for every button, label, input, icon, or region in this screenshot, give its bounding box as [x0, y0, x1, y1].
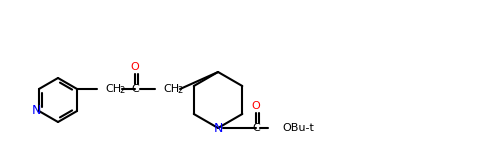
Text: N: N: [213, 121, 223, 134]
Text: CH: CH: [163, 84, 179, 94]
Text: 2: 2: [177, 87, 182, 96]
Text: N: N: [31, 104, 41, 118]
Text: OBu-t: OBu-t: [282, 123, 313, 133]
Text: CH: CH: [105, 84, 121, 94]
Text: C: C: [252, 123, 260, 133]
Text: 2: 2: [119, 87, 124, 96]
Text: O: O: [130, 62, 139, 72]
Text: C: C: [131, 84, 139, 94]
Text: O: O: [251, 101, 260, 111]
